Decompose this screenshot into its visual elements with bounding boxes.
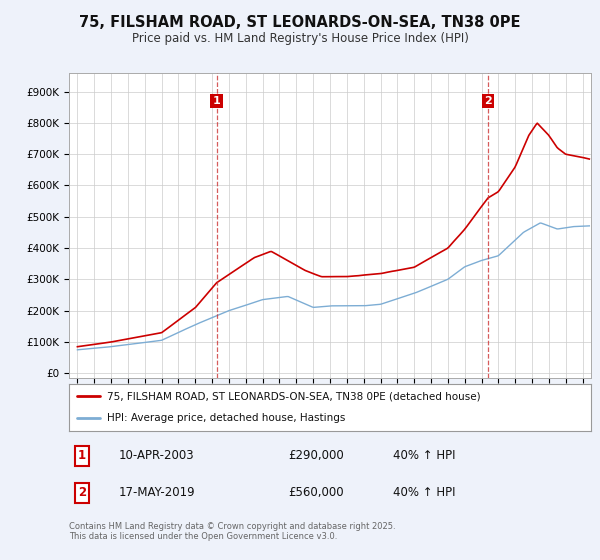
Text: 10-APR-2003: 10-APR-2003 [119,449,194,463]
Text: £290,000: £290,000 [288,449,344,463]
Text: 1: 1 [78,449,86,463]
Text: 40% ↑ HPI: 40% ↑ HPI [392,486,455,500]
Text: Price paid vs. HM Land Registry's House Price Index (HPI): Price paid vs. HM Land Registry's House … [131,31,469,45]
Text: 40% ↑ HPI: 40% ↑ HPI [392,449,455,463]
Text: Contains HM Land Registry data © Crown copyright and database right 2025.
This d: Contains HM Land Registry data © Crown c… [69,522,395,542]
Text: 2: 2 [484,96,492,106]
Text: 1: 1 [213,96,221,106]
Text: £560,000: £560,000 [288,486,344,500]
Text: 75, FILSHAM ROAD, ST LEONARDS-ON-SEA, TN38 0PE: 75, FILSHAM ROAD, ST LEONARDS-ON-SEA, TN… [79,15,521,30]
Text: 75, FILSHAM ROAD, ST LEONARDS-ON-SEA, TN38 0PE (detached house): 75, FILSHAM ROAD, ST LEONARDS-ON-SEA, TN… [107,391,480,402]
Text: HPI: Average price, detached house, Hastings: HPI: Average price, detached house, Hast… [107,413,345,423]
Text: 17-MAY-2019: 17-MAY-2019 [119,486,195,500]
Text: 2: 2 [78,486,86,500]
